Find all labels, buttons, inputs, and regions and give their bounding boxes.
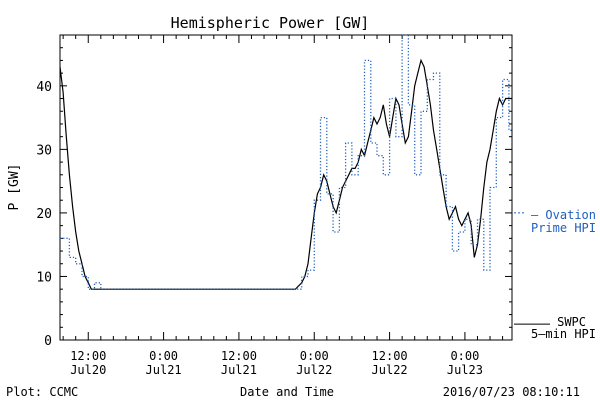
- x-tick-label-time: 12:00: [70, 349, 106, 363]
- footer-timestamp: 2016/07/23 08:10:11: [443, 385, 580, 399]
- legend-ovation-line1: – Ovation: [531, 208, 596, 222]
- y-tick-label: 40: [36, 80, 52, 95]
- x-tick-label-date: Jul23: [447, 363, 483, 377]
- series-layer: [59, 34, 512, 290]
- y-tick-label: 0: [44, 334, 52, 349]
- x-tick-label-time: 0:00: [450, 349, 479, 363]
- footer-plot-credit: Plot: CCMC: [6, 385, 78, 399]
- x-tick-label-date: Jul21: [221, 363, 257, 377]
- legend-swpc-line1: SWPC: [557, 315, 586, 329]
- legend-ovation-line2: Prime HPI: [531, 221, 596, 235]
- x-tick-label-date: Jul20: [70, 363, 106, 377]
- x-tick-label-time: 0:00: [149, 349, 178, 363]
- x-tick-label-date: Jul21: [146, 363, 182, 377]
- x-tick-label-time: 0:00: [300, 349, 329, 363]
- series-line-swpc: [59, 58, 512, 290]
- y-axis-label: P [GW]: [7, 164, 22, 211]
- x-tick-label-date: Jul22: [296, 363, 332, 377]
- plot-frame: [59, 34, 513, 341]
- legend: – Ovation Prime HPI SWPC 5–min HPI: [514, 208, 596, 341]
- y-tick-label: 10: [36, 270, 52, 285]
- legend-swpc-line2: 5–min HPI: [531, 327, 596, 341]
- x-tick-label-date: Jul22: [372, 363, 408, 377]
- axes: 01020304012:00Jul200:00Jul2112:00Jul210:…: [36, 34, 513, 377]
- y-tick-label: 30: [36, 143, 52, 158]
- x-tick-label-time: 12:00: [221, 349, 257, 363]
- x-tick-label-time: 12:00: [372, 349, 408, 363]
- series-line-ovation: [60, 34, 512, 290]
- y-tick-label: 20: [36, 207, 52, 222]
- x-axis-label: Date and Time: [240, 385, 334, 399]
- chart-title: Hemispheric Power [GW]: [171, 14, 370, 32]
